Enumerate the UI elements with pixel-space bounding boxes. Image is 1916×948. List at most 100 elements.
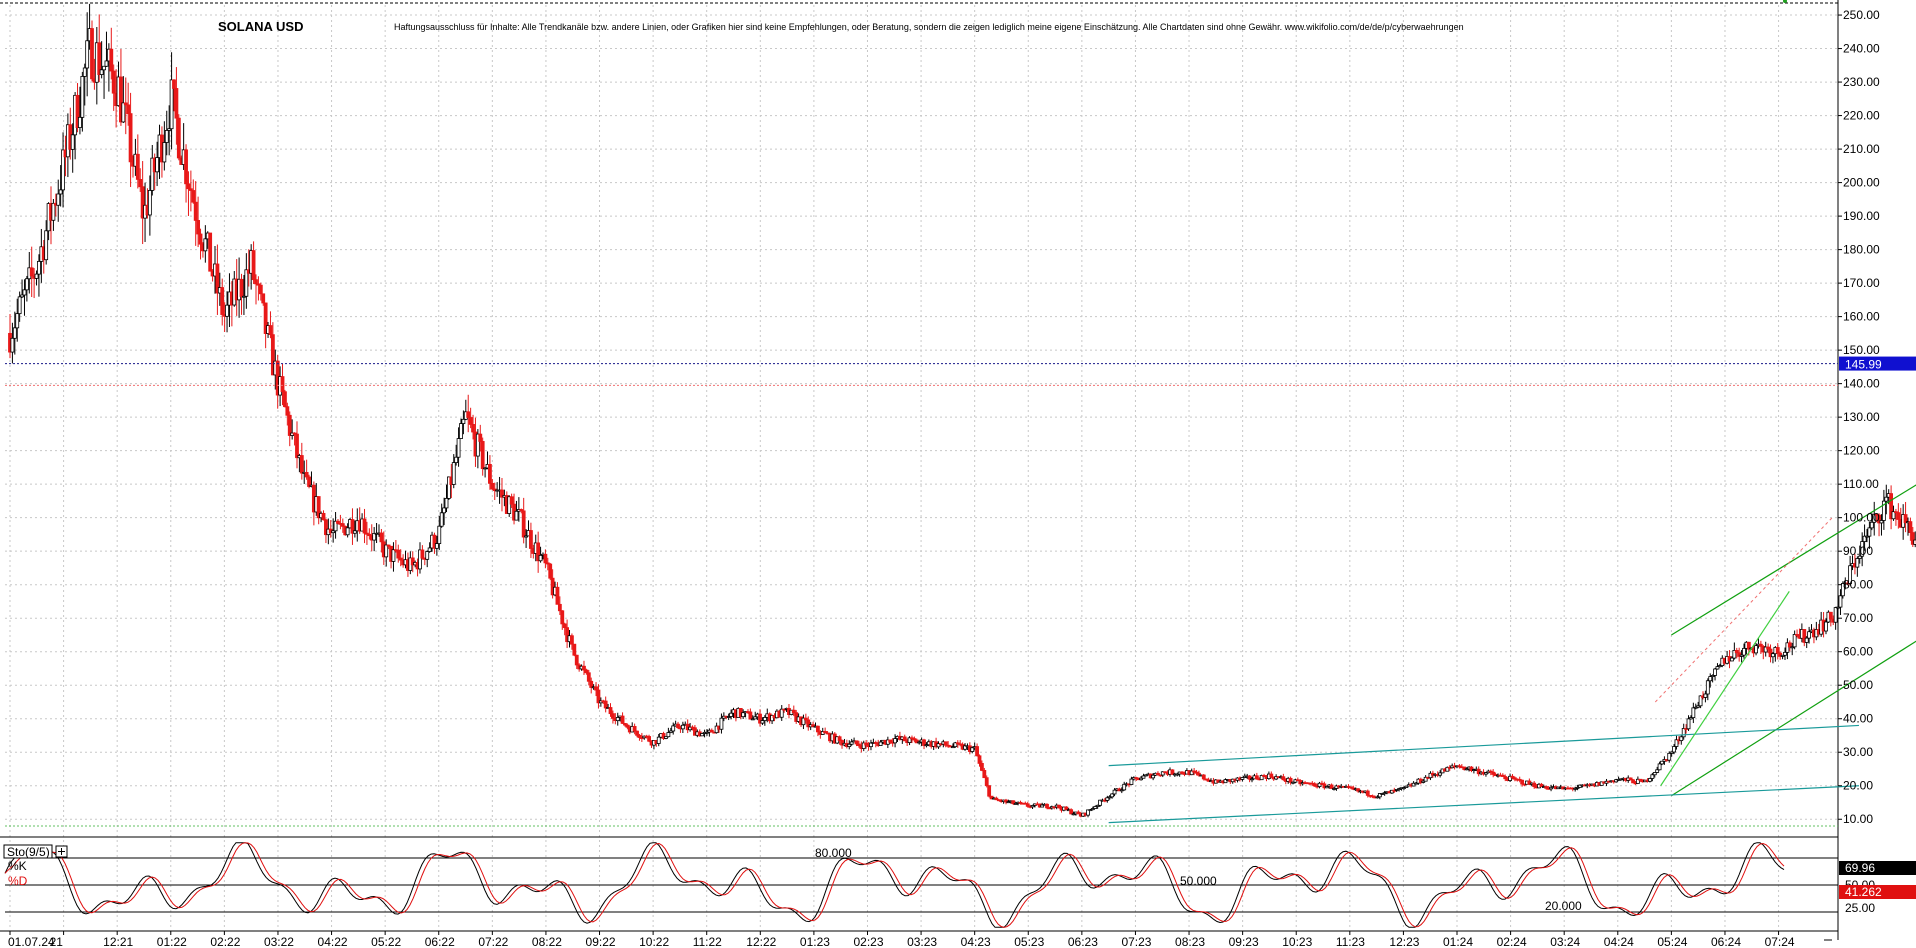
candle-body: [1093, 806, 1098, 809]
candle-body: [584, 669, 589, 674]
candle-body: [1510, 775, 1515, 779]
candle-body: [102, 65, 106, 71]
candle-body: [1348, 786, 1353, 789]
candle-body: [524, 535, 528, 538]
candle-body: [1288, 777, 1293, 783]
candle-body: [741, 712, 746, 718]
indicator-label-box[interactable]: [3, 844, 53, 859]
candle-body: [680, 724, 685, 730]
candle-body: [1204, 778, 1209, 781]
x-tick-label: 07:22: [478, 935, 508, 948]
candle-body: [907, 737, 912, 744]
y-tick-label: 120.00: [1843, 444, 1880, 458]
candle-body: [779, 708, 784, 718]
candle-body: [1780, 654, 1785, 657]
candle-body: [1250, 778, 1254, 781]
x-tick-label: 07:23: [1121, 935, 1151, 948]
y-tick-label: 110.00: [1843, 477, 1879, 491]
candle-body: [461, 418, 466, 424]
candle-body: [1105, 797, 1110, 801]
candle-body: [1312, 783, 1317, 787]
candle-body: [912, 738, 917, 741]
candle-body: [1686, 718, 1691, 730]
candle-body: [1792, 634, 1797, 648]
candle-body: [396, 549, 401, 559]
candle-body: [1428, 772, 1433, 779]
candle-body: [1025, 803, 1030, 807]
candle-body: [1423, 776, 1428, 782]
candle-body: [565, 627, 569, 643]
candle-body: [164, 130, 169, 143]
candle-body: [1652, 772, 1657, 776]
candle-body: [963, 745, 967, 750]
candle-body: [603, 700, 608, 709]
trend-channel-line: [1108, 785, 1859, 824]
candle-body: [719, 717, 724, 730]
candle-body: [837, 736, 842, 741]
candle-body: [17, 296, 22, 315]
candle-body: [1469, 766, 1474, 771]
candle-body: [398, 557, 403, 561]
candle-body: [625, 724, 630, 728]
candle-body: [263, 302, 268, 334]
candle-body: [1414, 782, 1418, 785]
candle-body: [447, 476, 451, 499]
candle-body: [1766, 646, 1771, 650]
candle-body: [1375, 796, 1380, 799]
candle-body: [432, 534, 437, 549]
y-tick-label: 100.00: [1843, 511, 1880, 525]
x-tick-label: 06:22: [425, 935, 455, 948]
candle-body: [78, 116, 82, 128]
candle-body: [1754, 645, 1758, 654]
candle-body: [914, 739, 919, 744]
candle-body: [854, 740, 859, 745]
candle-body: [61, 149, 65, 191]
candle-body: [372, 532, 377, 541]
candle-body: [620, 715, 625, 724]
candle-body: [857, 743, 861, 747]
candle-body: [806, 719, 811, 728]
trend-channel-line: [1671, 484, 1916, 636]
candle-body: [434, 543, 439, 549]
candle-body: [239, 278, 244, 297]
candle-body: [1710, 675, 1715, 677]
candle-body: [1705, 680, 1710, 695]
candle-body: [1778, 652, 1783, 657]
x-tick-label: 02:24: [1497, 935, 1527, 948]
candle-body: [70, 134, 75, 150]
candle-body: [184, 149, 188, 185]
candle-body: [1259, 775, 1264, 781]
candle-body: [155, 157, 160, 173]
candle-body: [283, 391, 287, 408]
candle-body: [1170, 769, 1175, 775]
y-tick-label: 150.00: [1843, 343, 1880, 357]
osc-axis-label: 25.00: [1845, 901, 1875, 915]
stoch-level-label: 50.000: [1180, 874, 1217, 888]
candle-body: [1672, 746, 1676, 753]
candle-body: [215, 263, 220, 294]
candle-body: [1076, 811, 1081, 815]
y-tick-label: 60.00: [1843, 645, 1873, 659]
candle-body: [123, 102, 128, 106]
candle-body: [1698, 695, 1703, 707]
x-tick-label: 06:24: [1711, 935, 1741, 948]
candlesticks: [8, 3, 1916, 818]
y-tick-label: 10.00: [1843, 812, 1873, 826]
candle-body: [34, 273, 39, 279]
candle-body: [1411, 782, 1416, 787]
candle-body: [475, 433, 480, 457]
candle-body: [1045, 803, 1049, 809]
candle-body: [444, 497, 449, 509]
candle-body: [1500, 774, 1505, 777]
x-tick-label: 01:22: [157, 935, 187, 948]
candle-body: [984, 777, 989, 787]
stoch-d-line: [4, 842, 1785, 928]
candle-body: [586, 672, 591, 682]
x-tick-label: 04:23: [961, 935, 991, 948]
candle-body: [1807, 631, 1812, 639]
candle-body: [345, 527, 350, 536]
candle-body: [121, 102, 126, 123]
marker-dot: [1783, 0, 1787, 3]
candle-body: [538, 554, 543, 562]
